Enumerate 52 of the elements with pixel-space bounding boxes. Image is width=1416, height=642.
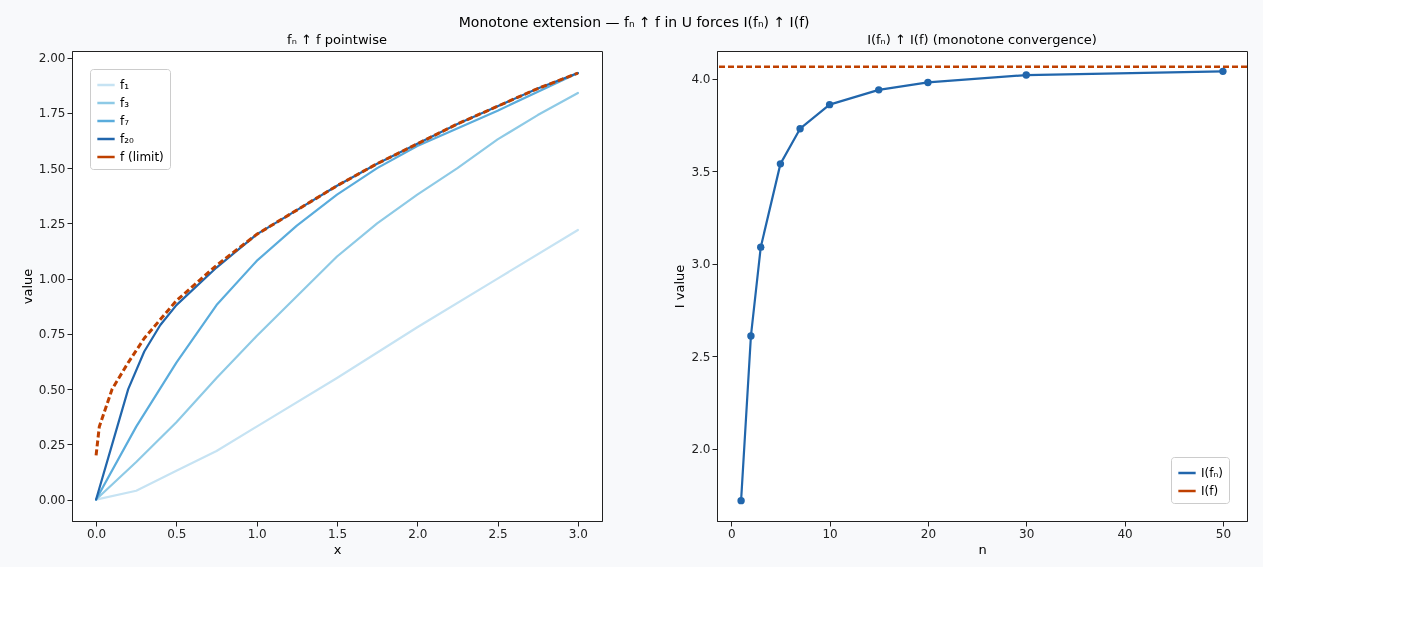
legend-label: f (limit) <box>120 150 164 164</box>
point <box>1022 71 1030 79</box>
y-tick-label: 0.75 <box>38 327 66 342</box>
y-tick-label: 0.25 <box>38 437 66 452</box>
point <box>875 86 883 94</box>
point <box>757 243 765 251</box>
x-tick-label: 2.0 <box>408 526 428 541</box>
legend-label: f₂₀ <box>120 132 135 146</box>
legend-label: f₁ <box>120 78 130 92</box>
y-tick-label: 2.0 <box>691 442 711 457</box>
chart-title: I(fₙ) ↑ I(f) (monotone convergence) <box>867 32 1097 47</box>
y-tick-label: 3.5 <box>691 164 711 179</box>
y-tick-label: 0.00 <box>38 493 66 508</box>
x-tick-label: 40 <box>1117 526 1133 541</box>
x-tick-label: 0.5 <box>167 526 187 541</box>
x-tick-label: 20 <box>920 526 937 541</box>
x-tick-label: 10 <box>822 526 838 541</box>
x-tick-label: 0.0 <box>87 526 107 541</box>
legend-label: f₇ <box>120 114 130 128</box>
y-tick-label: 0.50 <box>38 382 66 397</box>
point <box>747 332 755 340</box>
x-tick-label: 0 <box>727 526 736 541</box>
y-tick-label: 1.00 <box>38 272 66 287</box>
point <box>825 100 834 109</box>
point <box>796 125 804 133</box>
text: Monotone extension — fₙ ↑ f in U forces I(fₙ) ↑ I(f) <box>458 13 810 30</box>
point <box>737 496 745 505</box>
y-tick-label: 4.0 <box>691 72 711 87</box>
legend-label: I(fₙ) <box>1201 466 1223 480</box>
y-tick-label: 1.25 <box>38 216 66 231</box>
x-tick-label: 1.5 <box>327 526 348 541</box>
x-tick-label: 1.0 <box>247 526 267 541</box>
y-tick-label: 3.0 <box>691 257 711 272</box>
point <box>1219 67 1227 76</box>
y-tick-label: 1.75 <box>38 106 66 121</box>
x-tick-label: 50 <box>1215 526 1232 541</box>
legend-label: f₃ <box>120 96 130 110</box>
line-series <box>94 228 580 501</box>
chart-title: fₙ ↑ f pointwise <box>287 32 387 47</box>
x-tick-label: 30 <box>1019 526 1035 541</box>
legend-label: I(f) <box>1201 484 1219 498</box>
x-axis-title: x <box>333 541 342 557</box>
x-axis-title: n <box>978 541 987 557</box>
x-tick-label: 3.0 <box>568 526 588 541</box>
y-axis-title: value <box>19 268 35 305</box>
point <box>924 78 932 87</box>
x-tick-label: 2.5 <box>488 526 508 541</box>
y-tick-label: 2.5 <box>691 349 711 364</box>
y-axis-title: I value <box>672 264 688 309</box>
point <box>776 160 785 168</box>
y-tick-label: 2.00 <box>38 51 66 66</box>
y-tick-label: 1.50 <box>38 161 66 176</box>
